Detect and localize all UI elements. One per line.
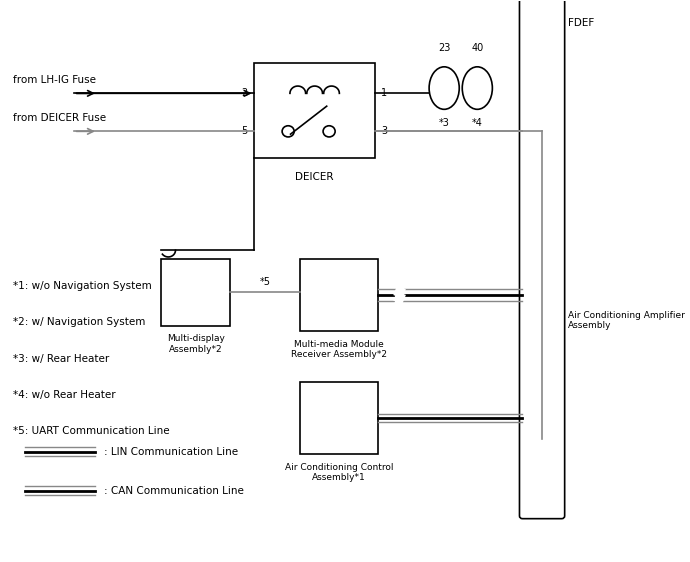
Text: Multi-display
Assembly*2: Multi-display Assembly*2	[167, 334, 225, 353]
Text: *4: *4	[472, 117, 483, 128]
Text: *4: w/o Rear Heater: *4: w/o Rear Heater	[13, 390, 116, 400]
Text: E81: E81	[467, 83, 487, 93]
Ellipse shape	[462, 67, 493, 110]
FancyBboxPatch shape	[520, 0, 564, 519]
Text: FDEF: FDEF	[568, 18, 594, 28]
Text: 5: 5	[241, 126, 247, 137]
Text: *3: *3	[439, 117, 450, 128]
Text: 3: 3	[381, 126, 387, 137]
Text: Air Conditioning Control
Assembly*1: Air Conditioning Control Assembly*1	[284, 463, 393, 482]
Text: 23: 23	[438, 43, 451, 53]
Text: *5: *5	[259, 277, 270, 287]
Text: Multi-media Module
Receiver Assembly*2: Multi-media Module Receiver Assembly*2	[290, 339, 387, 359]
Text: *5: UART Communication Line: *5: UART Communication Line	[13, 427, 170, 437]
Text: *1: w/o Navigation System: *1: w/o Navigation System	[13, 281, 152, 291]
Bar	[161, 259, 230, 326]
Text: *2: w/ Navigation System: *2: w/ Navigation System	[13, 318, 146, 327]
Bar	[299, 259, 378, 332]
Text: *3: w/ Rear Heater: *3: w/ Rear Heater	[13, 353, 110, 364]
Bar	[255, 63, 375, 158]
Text: : CAN Communication Line: : CAN Communication Line	[104, 486, 244, 496]
Text: from DEICER Fuse: from DEICER Fuse	[13, 113, 106, 123]
Ellipse shape	[429, 67, 460, 110]
Text: 1: 1	[381, 88, 387, 98]
Bar	[299, 382, 378, 454]
Text: DEICER: DEICER	[295, 172, 334, 182]
Text: E36: E36	[434, 83, 454, 93]
Text: 40: 40	[471, 43, 484, 53]
Text: Air Conditioning Amplifier
Assembly: Air Conditioning Amplifier Assembly	[568, 311, 684, 330]
Text: from LH-IG Fuse: from LH-IG Fuse	[13, 75, 97, 85]
Text: : LIN Communication Line: : LIN Communication Line	[104, 447, 238, 456]
Text: 2: 2	[241, 88, 247, 98]
